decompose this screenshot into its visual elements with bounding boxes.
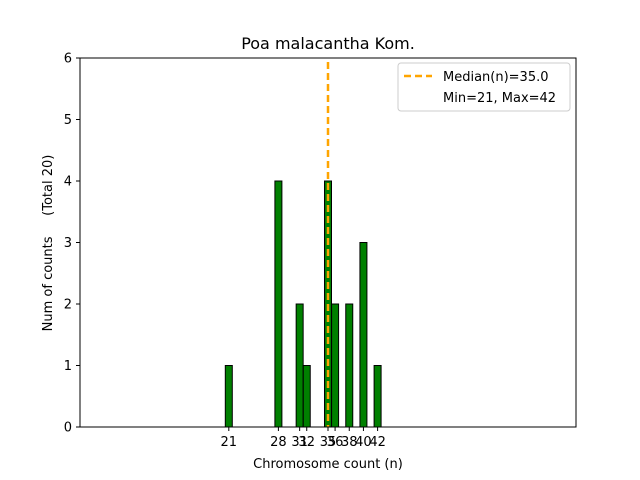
y-tick-label: 5: [64, 113, 72, 128]
chart-title: Poa malacantha Kom.: [241, 34, 415, 53]
y-axis-ticks: 0 1 2 3 4 5 6: [64, 52, 80, 436]
x-tick-label: 36: [327, 435, 344, 450]
y-tick-label: 0: [64, 421, 72, 436]
legend-range-label: Min=21, Max=42: [443, 91, 556, 106]
legend-median-label: Median(n)=35.0: [443, 70, 549, 85]
y-tick-label: 4: [64, 175, 72, 190]
bar-n-42: [373, 365, 382, 428]
bar-n-36: [331, 303, 340, 428]
legend-box: [397, 62, 571, 112]
bar-n-28: [274, 180, 283, 428]
x-tick-label: 35: [320, 435, 337, 450]
x-axis-label: Chromosome count (n): [253, 457, 403, 472]
x-tick-label: 42: [369, 435, 386, 450]
y-tick-label: 6: [64, 52, 72, 67]
bar-n-21: [224, 365, 233, 428]
y-tick-label: 3: [64, 236, 72, 251]
x-tick-label: 38: [341, 435, 358, 450]
x-tick-label: 21: [221, 435, 238, 450]
bar-n-38: [345, 303, 354, 428]
bar-n-32: [302, 365, 311, 428]
y-tick-label: 1: [64, 359, 72, 374]
y-axis-label: Num of counts (Total 20): [41, 155, 56, 332]
x-tick-label: 32: [298, 435, 315, 450]
legend: Median(n)=35.0 Min=21, Max=42: [397, 62, 571, 112]
x-tick-label: 31: [291, 435, 308, 450]
bar-n-40: [359, 242, 368, 428]
y-tick-label: 2: [64, 298, 72, 313]
bar-n-31: [295, 303, 304, 428]
x-tick-label: 40: [355, 435, 372, 450]
bars-layer: [80, 180, 403, 428]
x-tick-label: 28: [270, 435, 287, 450]
